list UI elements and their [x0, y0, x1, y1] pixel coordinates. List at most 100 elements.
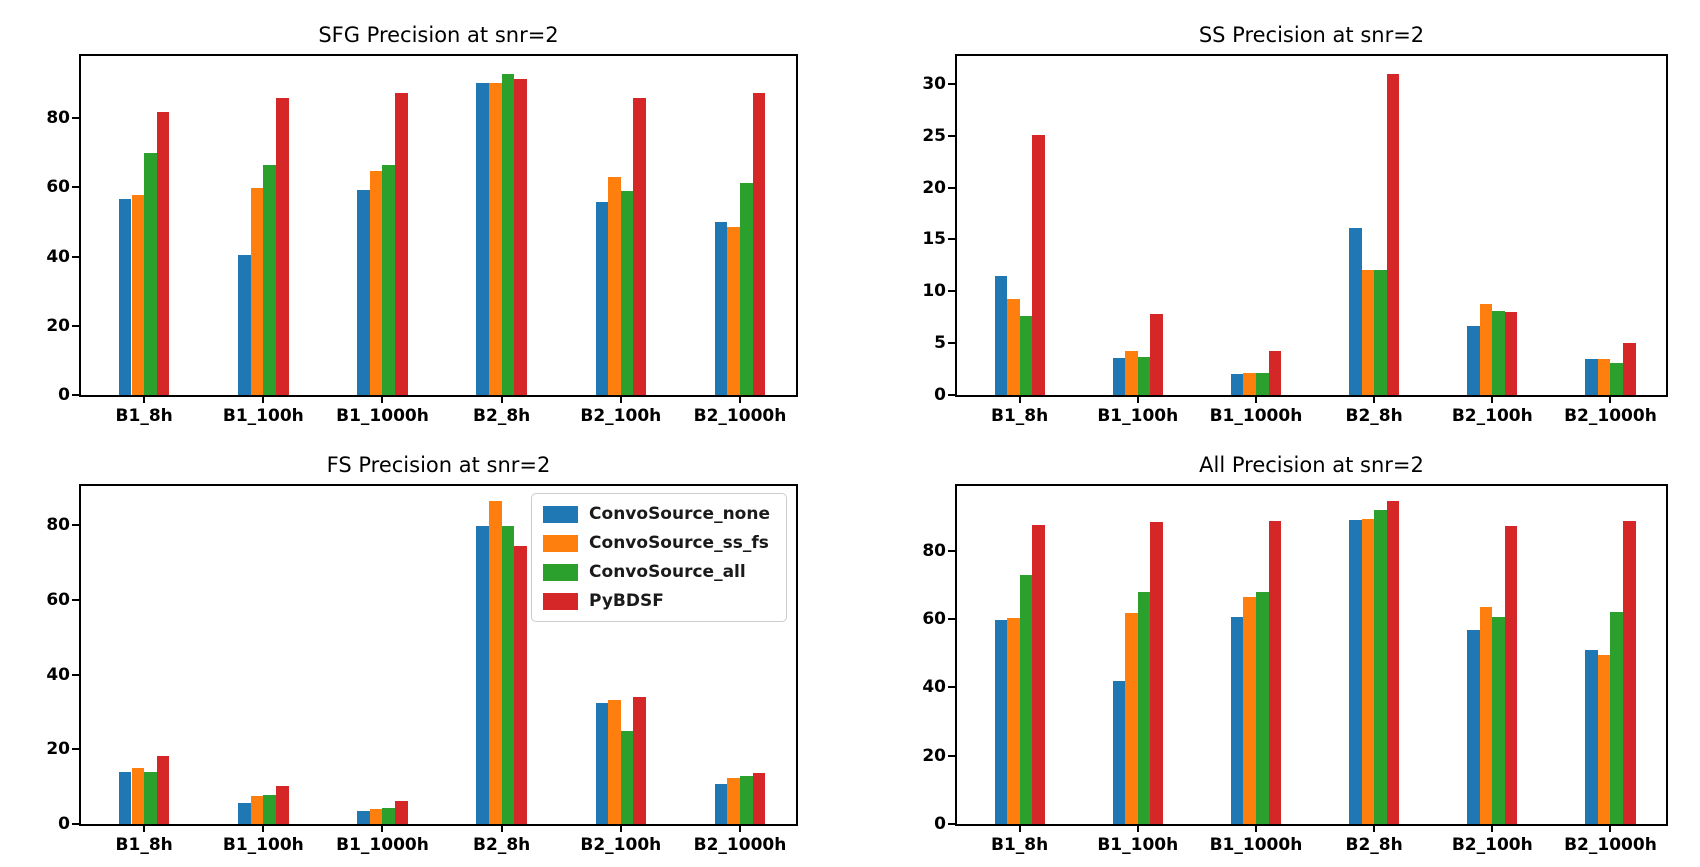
legend-label: ConvoSource_ss_fs [589, 533, 769, 553]
x-tick [143, 826, 146, 832]
bar-ConvoSource_none-B1_8h [994, 275, 1008, 395]
bar-ConvoSource_ss_fs-B1_8h [1007, 298, 1020, 395]
y-tick-label: 0 [934, 814, 946, 834]
x-tick-label: B1_100h [1097, 835, 1179, 855]
bar-PyBDSF-B2_1000h [1623, 343, 1636, 395]
x-tick-label: B2_1000h [1564, 835, 1657, 855]
x-tick-label: B2_100h [580, 406, 662, 426]
y-tick-label: 0 [58, 814, 70, 834]
x-tick [500, 397, 503, 403]
bar-ConvoSource_all-B2_1000h [739, 776, 753, 824]
bar-ConvoSource_ss_fs-B1_1000h [369, 809, 383, 824]
legend-item-ConvoSource_all: ConvoSource_all [543, 562, 770, 582]
bar-ConvoSource_none-B2_1000h [1585, 358, 1598, 395]
bar-ConvoSource_none-B1_100h [1112, 680, 1126, 824]
y-tick [72, 324, 79, 327]
legend-swatch-ConvoSource_all [543, 563, 579, 581]
bar-PyBDSF-B1_100h [1150, 521, 1163, 824]
y-tick [948, 82, 955, 85]
bar-ConvoSource_all-B1_100h [1137, 356, 1151, 395]
bar-PyBDSF-B2_100h [633, 97, 647, 395]
x-tick-label: B1_8h [991, 835, 1049, 855]
bar-ConvoSource_ss_fs-B1_1000h [1243, 373, 1256, 395]
bar-ConvoSource_all-B2_100h [1492, 617, 1505, 824]
bar-ConvoSource_none-B2_8h [476, 525, 489, 824]
chart-title-fs: FS Precision at snr=2 [326, 453, 551, 477]
x-tick [1609, 397, 1612, 403]
bar-ConvoSource_none-B2_100h [595, 702, 609, 824]
bar-ConvoSource_all-B1_1000h [382, 164, 396, 395]
x-tick-label: B1_100h [222, 835, 304, 855]
bar-ConvoSource_all-B1_1000h [1255, 373, 1269, 395]
legend-label: ConvoSource_none [589, 504, 770, 524]
x-tick-label: B1_1000h [1209, 835, 1303, 855]
x-tick [381, 397, 384, 403]
x-tick-label: B2_100h [1451, 406, 1533, 426]
bar-ConvoSource_all-B1_100h [263, 794, 276, 824]
y-tick-label: 5 [934, 333, 946, 354]
x-tick-label: B1_8h [115, 835, 173, 855]
y-tick-label: 20 [922, 177, 946, 198]
y-tick-label: 15 [922, 229, 946, 250]
y-tick [72, 673, 79, 676]
y-tick-label: 80 [46, 515, 70, 536]
ss-plot-area: 0 5 10 15 20 25 30 B1_8h B1_100h B1_1000h B2_8h B2_… [922, 54, 1668, 426]
bar-ConvoSource_all-B2_8h [501, 525, 515, 824]
bar-ConvoSource_ss_fs-B1_8h [1007, 617, 1020, 824]
bar-PyBDSF-B1_1000h [1268, 351, 1282, 395]
x-tick [1373, 826, 1376, 832]
y-tick [948, 394, 955, 396]
y-tick-label: 0 [58, 385, 70, 405]
legend-label: ConvoSource_all [589, 562, 746, 582]
y-tick-label: 40 [46, 246, 70, 267]
y-tick-label: 10 [922, 281, 946, 302]
y-tick-label: 20 [922, 745, 946, 766]
y-tick [948, 823, 955, 825]
bar-ConvoSource_all-B2_100h [620, 731, 634, 824]
legend-label: PyBDSF [589, 591, 664, 611]
bar-ConvoSource_ss_fs-B1_8h [131, 767, 145, 824]
y-tick-label: 40 [922, 677, 946, 698]
y-tick [948, 186, 955, 189]
bar-ConvoSource_all-B1_1000h [1255, 592, 1269, 824]
bar-ConvoSource_none-B2_8h [1349, 228, 1362, 395]
bar-ConvoSource_ss_fs-B2_100h [608, 699, 621, 824]
bar-ConvoSource_none-B1_8h [994, 619, 1008, 824]
y-tick [72, 186, 79, 189]
y-tick [72, 524, 79, 527]
x-tick-label: B1_1000h [336, 406, 429, 426]
bar-ConvoSource_all-B2_100h [620, 190, 634, 395]
bar-ConvoSource_ss_fs-B2_8h [1361, 269, 1375, 395]
x-tick-label: B2_8h [473, 835, 531, 855]
x-tick [143, 397, 146, 403]
bar-ConvoSource_ss_fs-B2_100h [1479, 303, 1493, 395]
y-tick [72, 823, 79, 825]
x-tick-label: B2_1000h [1564, 406, 1657, 426]
bar-ConvoSource_ss_fs-B1_8h [131, 195, 145, 395]
bar-ConvoSource_ss_fs-B2_1000h [727, 226, 740, 395]
bar-ConvoSource_none-B2_100h [595, 201, 609, 395]
bar-PyBDSF-B2_100h [633, 697, 647, 824]
x-tick [1373, 397, 1376, 403]
y-tick [72, 117, 79, 120]
x-tick [262, 397, 265, 403]
bar-ConvoSource_all-B1_1000h [382, 807, 396, 824]
bar-ConvoSource_none-B1_100h [238, 254, 251, 395]
bar-ConvoSource_none-B1_100h [238, 803, 251, 824]
x-tick-label: B2_1000h [693, 406, 787, 426]
bar-ConvoSource_none-B1_1000h [357, 189, 370, 395]
bar-ConvoSource_all-B2_8h [1374, 269, 1387, 395]
bar-ConvoSource_ss_fs-B2_100h [608, 177, 621, 395]
chart-title-all: All Precision at snr=2 [1199, 453, 1424, 477]
y-tick-label: 60 [46, 177, 70, 198]
x-tick [1018, 397, 1021, 403]
bar-ConvoSource_ss_fs-B2_1000h [1597, 358, 1611, 395]
x-tick [1136, 397, 1139, 403]
y-tick [948, 617, 955, 620]
bar-ConvoSource_none-B1_8h [118, 198, 132, 395]
sfg-plot-area: 0 20 40 60 80 B1_8h B1_100h B1_1000h B2_8h B2_100… [46, 54, 798, 426]
bar-ConvoSource_none-B1_1000h [357, 810, 370, 824]
x-tick-label: B2_8h [473, 406, 531, 426]
bar-PyBDSF-B2_8h [1386, 501, 1400, 824]
